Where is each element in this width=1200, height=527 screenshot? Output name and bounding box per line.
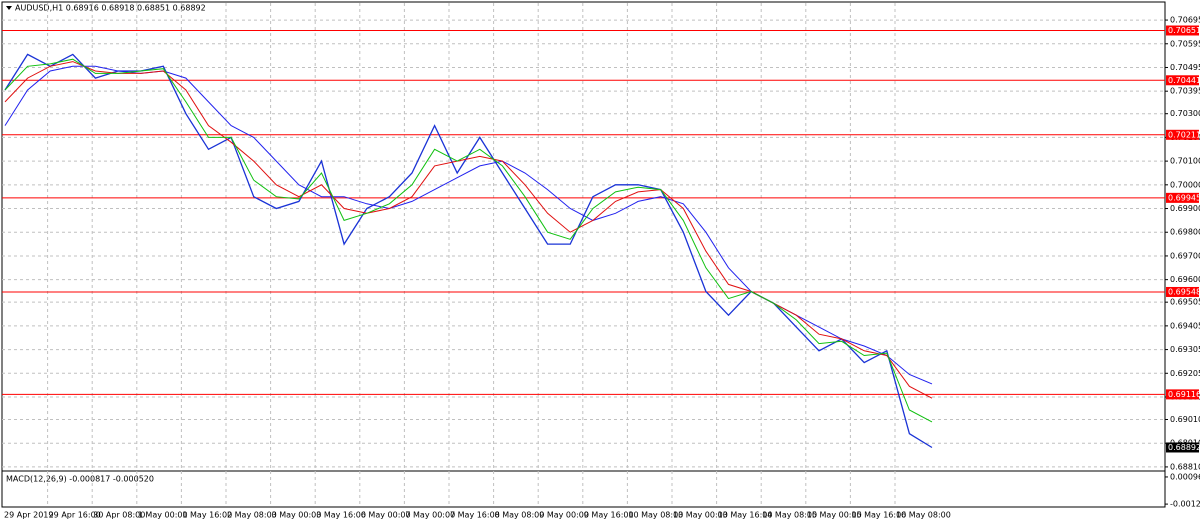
moving-average	[4, 61, 933, 399]
x-tick-label: 14 May 08:00	[762, 511, 817, 520]
level-tag	[1166, 25, 1199, 36]
y-tick-label: 0.70395	[1170, 87, 1200, 96]
macd-label: MACD(12,26,9) -0.000817 -0.000520	[6, 475, 154, 484]
x-tick-label: 30 Apr 08:00	[93, 511, 145, 520]
level-label: 0.70211	[1168, 130, 1200, 139]
y-tick-label: 0.69405	[1170, 321, 1200, 330]
x-tick-label: 15 May 00:00	[807, 511, 862, 520]
frame	[1, 1, 1166, 508]
level-label: 0.70651	[1168, 26, 1200, 35]
y-tick-label: 0.69900	[1170, 204, 1200, 213]
symbol-header: AUDUSD,H1 0.68916 0.68918 0.68851 0.6889…	[15, 4, 206, 13]
level-tag	[1166, 389, 1199, 400]
x-tick-label: 9 May 00:00	[539, 511, 589, 520]
x-tick-label: 8 May 08:00	[495, 511, 545, 520]
level-tag	[1166, 286, 1199, 297]
level-tag	[1166, 192, 1199, 203]
level-label: 0.69548	[1168, 287, 1200, 296]
last-price-tag	[1166, 442, 1199, 453]
y-tick-label: 0.69700	[1170, 251, 1200, 260]
x-tick-label: 1 May 00:00	[138, 511, 188, 520]
x-tick-label: 3 May 16:00	[316, 511, 366, 520]
x-tick-label: 2 May 08:00	[227, 511, 277, 520]
y-tick-label: 0.70495	[1170, 63, 1200, 72]
x-tick-label: 1 May 16:00	[182, 511, 232, 520]
x-tick-label: 7 May 00:00	[405, 511, 455, 520]
y-tick-label: 0.69505	[1170, 298, 1200, 307]
x-tick-label: 15 May 16:00	[851, 511, 906, 520]
macd-tick-label: -0.001245	[1170, 500, 1200, 509]
y-tick-label: 0.70000	[1170, 180, 1200, 189]
y-tick-label: 0.70300	[1170, 109, 1200, 118]
y-tick-label: 0.68810	[1170, 462, 1200, 471]
x-tick-label: 13 May 16:00	[718, 511, 773, 520]
y-tick-label: 0.70595	[1170, 39, 1200, 48]
y-tick-label: 0.69010	[1170, 415, 1200, 424]
level-label: 0.69945	[1168, 193, 1200, 202]
x-tick-label: 3 May 00:00	[272, 511, 322, 520]
x-tick-label: 29 Apr 16:00	[49, 511, 101, 520]
y-tick-label: 0.69305	[1170, 345, 1200, 354]
moving-average	[4, 58, 933, 423]
x-tick-label: 9 May 16:00	[584, 511, 634, 520]
last-price-label: 0.68892	[1168, 443, 1200, 452]
y-tick-label: 0.70100	[1170, 157, 1200, 166]
level-tag	[1166, 75, 1199, 86]
y-tick-label: 0.69600	[1170, 275, 1200, 284]
x-tick-label: 6 May 00:00	[361, 511, 411, 520]
x-tick-label: 29 Apr 2019	[4, 511, 53, 520]
x-tick-label: 7 May 16:00	[450, 511, 500, 520]
y-tick-label: 0.70695	[1170, 16, 1200, 25]
y-tick-label: 0.69205	[1170, 369, 1200, 378]
y-tick-label: 0.69800	[1170, 228, 1200, 237]
x-tick-label: 13 May 00:00	[673, 511, 728, 520]
level-label: 0.69116	[1168, 390, 1200, 399]
menu-arrow[interactable]	[6, 6, 12, 10]
macd-tick-label: 0.00096	[1170, 472, 1200, 481]
x-tick-label: 10 May 08:00	[628, 511, 683, 520]
level-label: 0.70441	[1168, 76, 1200, 85]
x-tick-label: 16 May 08:00	[896, 511, 951, 520]
level-tag	[1166, 129, 1199, 140]
